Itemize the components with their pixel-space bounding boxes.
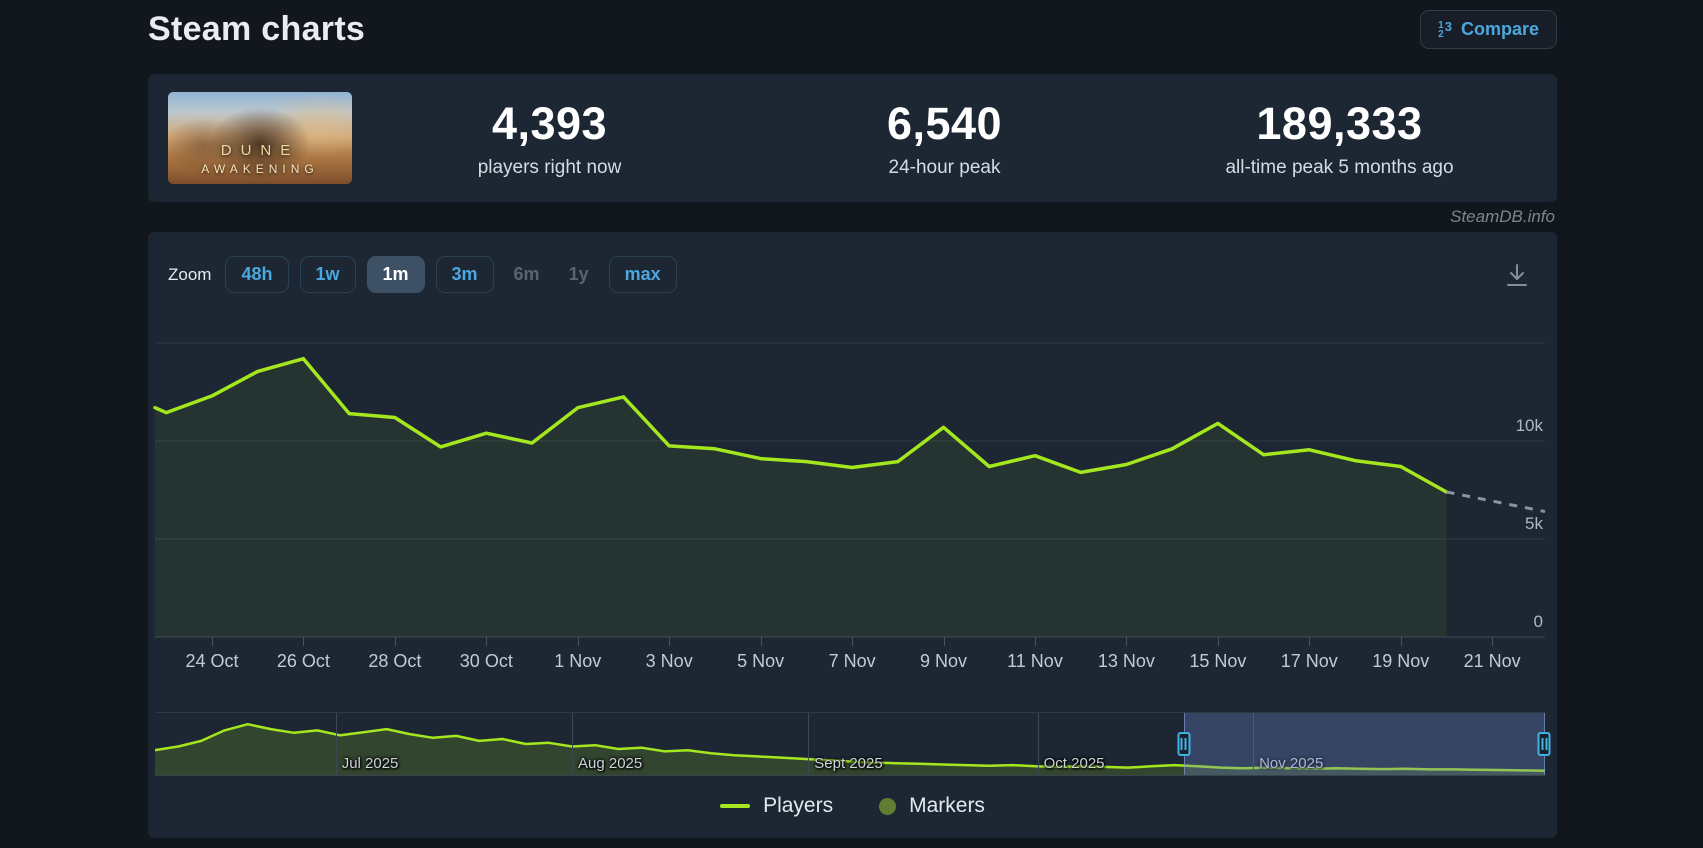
compare-label: Compare — [1460, 19, 1539, 39]
peak-24h-value: 6,540 — [886, 97, 1003, 149]
stat-players-now: 4,393 players right now — [352, 98, 747, 179]
navigator-selected-range[interactable] — [1183, 713, 1545, 775]
x-axis-label-17-Nov: 17 Nov — [1280, 651, 1338, 671]
main-chart-plot-area[interactable]: 10k 5k 0 24 Oct 26 Oct 28 Oct 30 Oct 1 Nov 3 Nov… — [153, 342, 1546, 671]
x-axis-label-1-Nov: 1 Nov — [554, 651, 602, 671]
chart-panel: Zoom 48h 1w 1m 3m 6m 1y max 10k 5k 0 24 Oct 26 Oct… — [148, 232, 1557, 838]
download-icon[interactable] — [1503, 261, 1531, 289]
chart-legend: Players Markers — [148, 794, 1557, 818]
navigator-left-handle[interactable] — [1177, 732, 1191, 756]
navigator-month-label-3: Oct 2025 — [1043, 755, 1105, 772]
x-axis-label-15-Nov: 15 Nov — [1189, 651, 1247, 671]
stat-all-time-peak: 189,333 all-time peak 5 months ago — [1142, 98, 1537, 179]
legend-markers-label: Markers — [909, 794, 985, 817]
page-title: Steam charts — [148, 10, 366, 48]
players-line — [153, 356, 1449, 494]
x-axis-tick — [1492, 637, 1494, 646]
x-axis-tick — [486, 637, 488, 646]
y-axis-label-0: 0 — [1533, 612, 1543, 631]
x-axis-tick — [1309, 637, 1311, 646]
navigator-month-line — [335, 713, 337, 775]
x-axis-tick — [1217, 637, 1219, 646]
x-axis-label-7-Nov: 7 Nov — [828, 651, 876, 671]
x-axis-tick — [577, 637, 579, 646]
x-axis-label-30-Oct: 30 Oct — [459, 651, 513, 671]
x-axis-tick — [1126, 637, 1128, 646]
x-axis-tick — [943, 637, 945, 646]
chart-navigator[interactable]: Jul 2025 Aug 2025 Sept 2025 Oct 2025 Nov 202… — [155, 712, 1551, 776]
x-axis-label-26-Oct: 26 Oct — [276, 651, 330, 671]
players-area-fill — [155, 358, 1447, 637]
x-axis-label-24-Oct: 24 Oct — [185, 651, 239, 671]
game-logo-title: DUNE — [220, 142, 300, 159]
navigator-area-fill — [155, 724, 1545, 775]
x-axis-tick — [760, 637, 762, 646]
x-axis-label-13-Nov: 13 Nov — [1097, 651, 1155, 671]
legend-item-markers[interactable]: Markers — [879, 794, 985, 818]
legend-players-swatch-line — [720, 804, 751, 808]
x-axis-tick — [1034, 637, 1036, 646]
zoom-button-6m: 6m — [513, 264, 540, 284]
all-time-peak-label: all-time peak 5 months ago — [1225, 156, 1454, 178]
players-line-dashed-tail — [1446, 490, 1546, 514]
stats-panel: DUNE AWAKENING 4,393 players right now 6… — [148, 74, 1557, 202]
navigator-month-line — [808, 713, 810, 775]
navigator-month-label-4: Nov 2025 — [1259, 755, 1324, 772]
all-time-peak-value: 189,333 — [1256, 97, 1423, 149]
legend-item-players[interactable]: Players — [720, 794, 833, 818]
steamdb-watermark: SteamDB.info — [1450, 207, 1555, 226]
x-axis-label-11-Nov: 11 Nov — [1007, 651, 1063, 671]
zoom-button-max[interactable]: max — [608, 256, 677, 293]
navigator-month-label-2: Sept 2025 — [814, 755, 883, 772]
navigator-month-label-0: Jul 2025 — [341, 755, 399, 772]
zoom-button-1m[interactable]: 1m — [366, 256, 425, 293]
navigator-right-handle[interactable] — [1537, 732, 1551, 756]
navigator-month-label-1: Aug 2025 — [578, 755, 643, 772]
zoom-button-1y: 1y — [568, 264, 589, 284]
legend-players-label: Players — [763, 794, 834, 817]
y-axis-label-10k: 10k — [1515, 416, 1543, 435]
x-axis-label-19-Nov: 19 Nov — [1372, 651, 1430, 671]
zoom-button-3m[interactable]: 3m — [435, 256, 494, 293]
navigator-month-line — [1253, 713, 1255, 775]
legend-markers-swatch-circle — [879, 797, 897, 815]
chart-toolbar: Zoom 48h 1w 1m 3m 6m 1y max — [168, 256, 1531, 293]
stat-24h-peak: 6,540 24-hour peak — [747, 98, 1142, 179]
navigator-line — [155, 722, 1545, 772]
zoom-button-48h[interactable]: 48h — [225, 256, 289, 293]
x-axis-label-5-Nov: 5 Nov — [737, 651, 785, 671]
game-logo-subtitle: AWAKENING — [201, 162, 319, 176]
x-axis-label-28-Oct: 28 Oct — [368, 651, 422, 671]
x-axis-tick — [1400, 637, 1402, 646]
players-now-value: 4,393 — [491, 97, 608, 149]
zoom-button-1w[interactable]: 1w — [299, 256, 356, 293]
x-axis-tick — [211, 637, 213, 646]
game-capsule-image[interactable]: DUNE AWAKENING — [168, 92, 352, 184]
x-axis-label-21-Nov: 21 Nov — [1463, 651, 1521, 671]
zoom-button-group: 48h 1w 1m 3m 6m 1y max — [225, 256, 677, 293]
x-axis-label-3-Nov: 3 Nov — [645, 651, 693, 671]
y-axis-label-5k: 5k — [1525, 514, 1543, 533]
x-axis-tick — [394, 637, 396, 646]
x-axis-tick — [669, 637, 671, 646]
peak-24h-label: 24-hour peak — [888, 156, 1001, 178]
navigator-month-line — [1037, 713, 1039, 775]
players-now-label: players right now — [477, 156, 622, 178]
x-axis-label-9-Nov: 9 Nov — [920, 651, 968, 671]
zoom-label: Zoom — [168, 264, 212, 284]
navigator-month-line — [572, 713, 573, 775]
x-axis-tick — [852, 637, 854, 646]
x-axis-tick — [303, 637, 305, 646]
